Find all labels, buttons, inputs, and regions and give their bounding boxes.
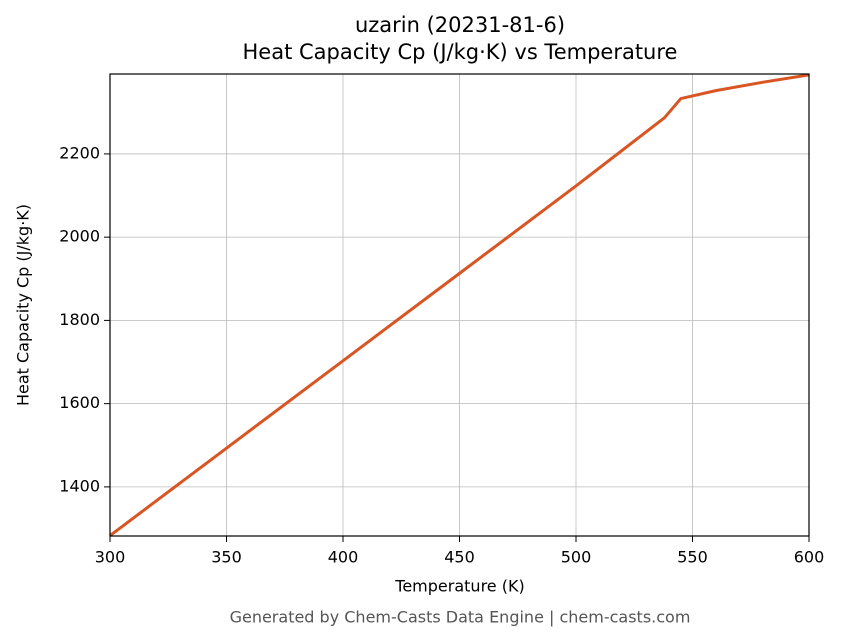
chart-subtitle: Heat Capacity Cp (J/kg·K) vs Temperature bbox=[243, 40, 678, 64]
x-axis-label: Temperature (K) bbox=[394, 577, 524, 596]
y-tick-label: 1600 bbox=[59, 393, 100, 412]
y-tick-label: 2000 bbox=[59, 227, 100, 246]
x-tick-label: 450 bbox=[444, 548, 475, 567]
y-tick-label: 2200 bbox=[59, 143, 100, 162]
y-tick-label: 1400 bbox=[59, 476, 100, 495]
x-tick-label: 550 bbox=[677, 548, 708, 567]
x-tick-label: 600 bbox=[794, 548, 825, 567]
data-line bbox=[110, 74, 809, 536]
plot-frame bbox=[109, 73, 810, 537]
y-axis-label: Heat Capacity Cp (J/kg·K) bbox=[14, 204, 33, 406]
chart-title: uzarin (20231-81-6) bbox=[355, 13, 565, 37]
y-tick-label: 1800 bbox=[59, 310, 100, 329]
footer: Generated by Chem-Casts Data Engine | ch… bbox=[230, 608, 691, 627]
x-tick-label: 300 bbox=[95, 548, 126, 567]
x-tick-label: 500 bbox=[561, 548, 592, 567]
x-tick-label: 400 bbox=[328, 548, 359, 567]
x-tick-label: 350 bbox=[211, 548, 242, 567]
